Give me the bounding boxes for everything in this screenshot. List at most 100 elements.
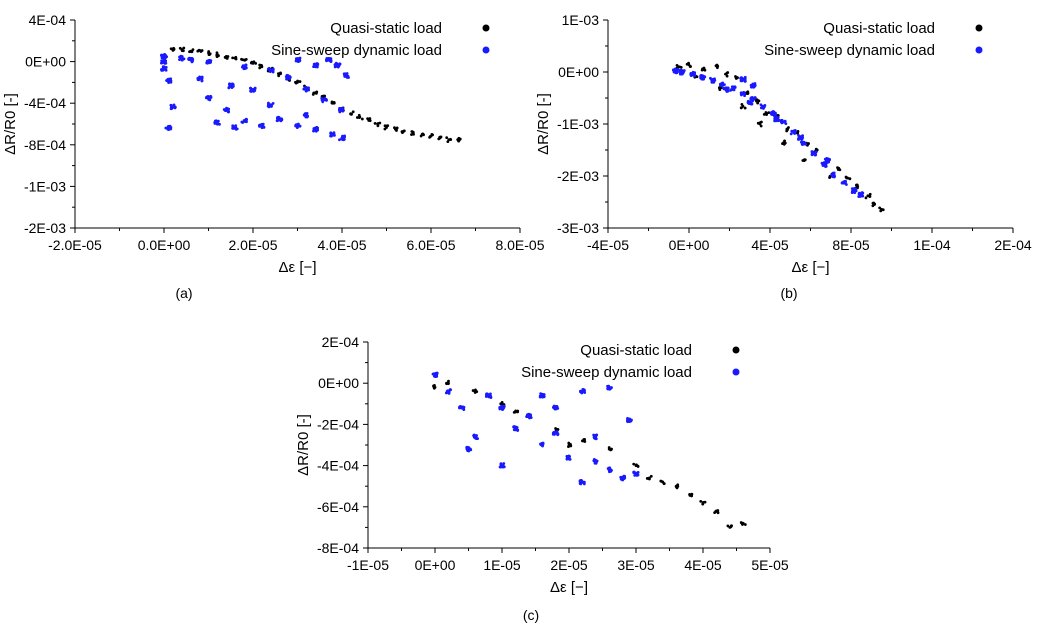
- data-point: [330, 101, 334, 105]
- x-tick-label: 6.0E-05: [406, 237, 455, 253]
- data-point: [685, 62, 689, 66]
- panel-1: -2.0E-05 0.0E+00 2.0E-05 4.0E-05 6.0E-05 8.0E…: [2, 12, 545, 301]
- panel-label: (b): [780, 285, 797, 301]
- data-point: [191, 48, 195, 52]
- data-point: [807, 142, 810, 145]
- data-point: [693, 74, 697, 78]
- data-point: [539, 393, 543, 397]
- data-point: [473, 434, 477, 438]
- x-tick-label: 2E-04: [994, 237, 1032, 253]
- x-tick-label: 1E-04: [913, 237, 951, 253]
- data-point: [702, 68, 706, 71]
- y-tick-label: -4E-04: [24, 95, 66, 111]
- data-point: [446, 389, 450, 393]
- data-point: [294, 80, 297, 84]
- data-point: [810, 150, 814, 153]
- y-tick-label: -8E-04: [317, 540, 359, 556]
- data-point: [207, 53, 211, 57]
- data-point: [298, 80, 302, 83]
- data-point: [215, 51, 219, 55]
- x-axis-title: Δε [−]: [279, 259, 317, 276]
- data-point: [484, 395, 488, 398]
- data-point: [180, 58, 184, 62]
- data-point: [776, 114, 780, 117]
- data-point: [298, 58, 301, 62]
- x-axis-title: Δε [−]: [550, 579, 588, 596]
- data-point: [660, 480, 664, 484]
- data-point: [163, 55, 167, 59]
- y-tick-label: -2E-04: [317, 416, 359, 432]
- data-point: [675, 486, 679, 490]
- data-point: [690, 492, 694, 496]
- data-point: [607, 467, 611, 471]
- y-tick-label: 2E-04: [322, 334, 360, 350]
- data-point: [709, 76, 712, 80]
- data-point: [432, 386, 436, 390]
- data-point: [320, 98, 324, 101]
- data-point: [721, 83, 725, 87]
- data-point: [439, 135, 443, 139]
- data-point: [592, 435, 596, 439]
- data-point: [854, 189, 858, 193]
- data-point: [823, 157, 827, 161]
- data-point: [871, 204, 875, 208]
- x-tick-label: 1E-05: [483, 557, 521, 573]
- data-point: [633, 473, 637, 477]
- data-point: [334, 64, 338, 67]
- data-point: [636, 473, 640, 477]
- data-point: [582, 388, 586, 392]
- data-point: [259, 63, 263, 67]
- x-tick-label: -4E-05: [587, 237, 629, 253]
- data-point: [726, 89, 730, 93]
- legend-marker: [482, 46, 490, 54]
- data-point: [743, 94, 746, 98]
- data-point: [718, 88, 722, 92]
- data-point: [305, 112, 309, 115]
- legend-label: Sine-sweep dynamic load: [521, 364, 692, 381]
- data-point: [844, 183, 848, 186]
- data-point: [224, 56, 228, 59]
- data-point: [304, 114, 308, 118]
- data-point: [228, 82, 231, 86]
- data-point: [731, 88, 735, 91]
- data-point: [252, 60, 256, 64]
- series-sine-sweep: [671, 67, 865, 198]
- data-point: [276, 119, 279, 123]
- data-point: [182, 46, 186, 50]
- data-point: [556, 406, 560, 410]
- data-point: [726, 524, 730, 528]
- data-point: [843, 180, 847, 184]
- data-point: [231, 56, 235, 60]
- data-point: [351, 110, 355, 114]
- data-point: [395, 126, 399, 130]
- data-point: [305, 89, 309, 92]
- data-point: [164, 65, 168, 69]
- y-tick-label: -2E-03: [557, 168, 599, 184]
- data-point: [607, 446, 611, 449]
- data-point: [395, 129, 398, 132]
- data-point: [410, 133, 413, 136]
- data-point: [296, 79, 299, 83]
- data-point: [231, 126, 234, 130]
- legend-marker: [975, 46, 983, 54]
- data-point: [267, 67, 270, 71]
- data-point: [682, 69, 686, 72]
- data-point: [632, 462, 636, 466]
- data-point: [169, 47, 173, 51]
- x-tick-label: 2E-05: [550, 557, 588, 573]
- data-point: [606, 387, 610, 391]
- y-tick-label: 4E-04: [29, 12, 67, 28]
- data-point: [180, 49, 184, 52]
- data-point: [760, 120, 763, 124]
- y-tick-label: -1E-03: [24, 178, 66, 194]
- data-point: [432, 384, 435, 388]
- data-point: [167, 124, 171, 128]
- data-point: [295, 58, 299, 62]
- data-point: [703, 500, 707, 504]
- data-point: [338, 110, 342, 114]
- data-point: [722, 87, 726, 91]
- data-point: [252, 89, 256, 93]
- data-point: [824, 165, 827, 168]
- data-point: [540, 443, 544, 447]
- data-point: [716, 64, 720, 68]
